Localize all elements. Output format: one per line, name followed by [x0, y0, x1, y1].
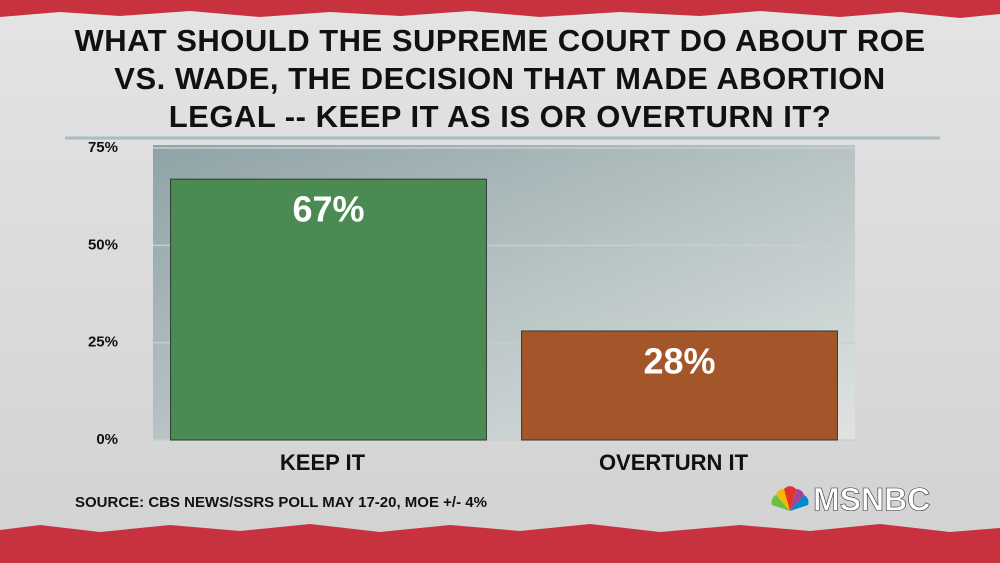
y-tick-label: 50% [88, 236, 118, 253]
bar [170, 178, 487, 441]
chart-title: WHAT SHOULD THE SUPREME COURT DO ABOUT R… [74, 23, 926, 134]
y-tick-label: 0% [96, 431, 118, 448]
x-tick-label: KEEP IT [280, 450, 366, 475]
brand: MSNBC [813, 481, 930, 517]
x-tick-label: OVERTURN IT [599, 450, 749, 475]
top-edge [0, 0, 1000, 18]
logo: MSNBC [771, 481, 931, 518]
bottom-edge [0, 524, 1000, 563]
y-tick-label: 25% [88, 334, 118, 351]
y-tick-label: 75% [88, 139, 118, 156]
source: SOURCE: CBS NEWS/SSRS POLL MAY 17-20, MO… [75, 494, 487, 511]
bar [521, 330, 838, 441]
value-label: 67% [292, 189, 364, 230]
value-label: 28% [643, 341, 715, 382]
